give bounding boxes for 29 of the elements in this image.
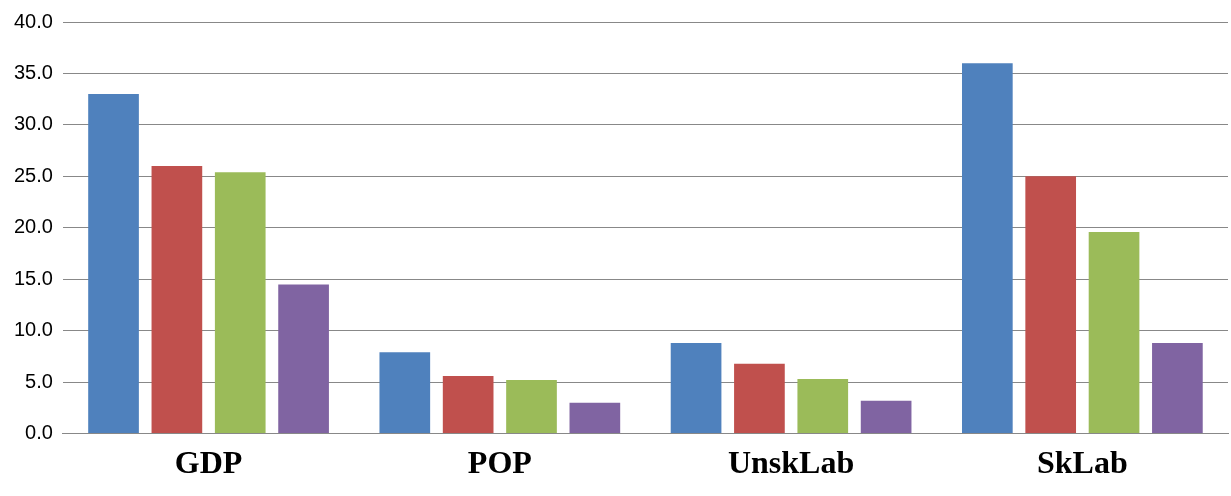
- bar: [1152, 343, 1203, 434]
- y-tick-label: 40.0: [13, 9, 53, 32]
- bar: [442, 375, 494, 434]
- bar: [1088, 231, 1140, 434]
- bar: [569, 402, 621, 434]
- y-tick-label: 30.0: [13, 112, 53, 135]
- bar: [379, 352, 431, 434]
- x-tick-label: UnskLab: [727, 444, 855, 481]
- y-tick-label: 20.0: [13, 215, 53, 238]
- y-tick-label: 0.0: [25, 421, 53, 444]
- bar: [88, 94, 139, 434]
- y-tick-label: 25.0: [13, 163, 53, 186]
- bar: [278, 284, 329, 434]
- x-tick-label: SkLab: [1037, 444, 1128, 481]
- y-tick-label: 10.0: [13, 318, 53, 341]
- bar: [797, 379, 849, 434]
- bar: [860, 400, 912, 434]
- y-tick-label: 15.0: [13, 266, 53, 289]
- bar: [670, 343, 722, 434]
- x-tick-label: GDP: [174, 444, 243, 481]
- x-tick-label: POP: [467, 444, 532, 481]
- bar: [151, 166, 203, 434]
- bar: [1025, 176, 1077, 434]
- bar: [734, 363, 785, 434]
- y-tick-label: 5.0: [25, 369, 53, 392]
- bar: [214, 172, 266, 434]
- bar: [506, 380, 557, 434]
- y-tick-label: 35.0: [13, 60, 53, 83]
- bar: [962, 63, 1013, 434]
